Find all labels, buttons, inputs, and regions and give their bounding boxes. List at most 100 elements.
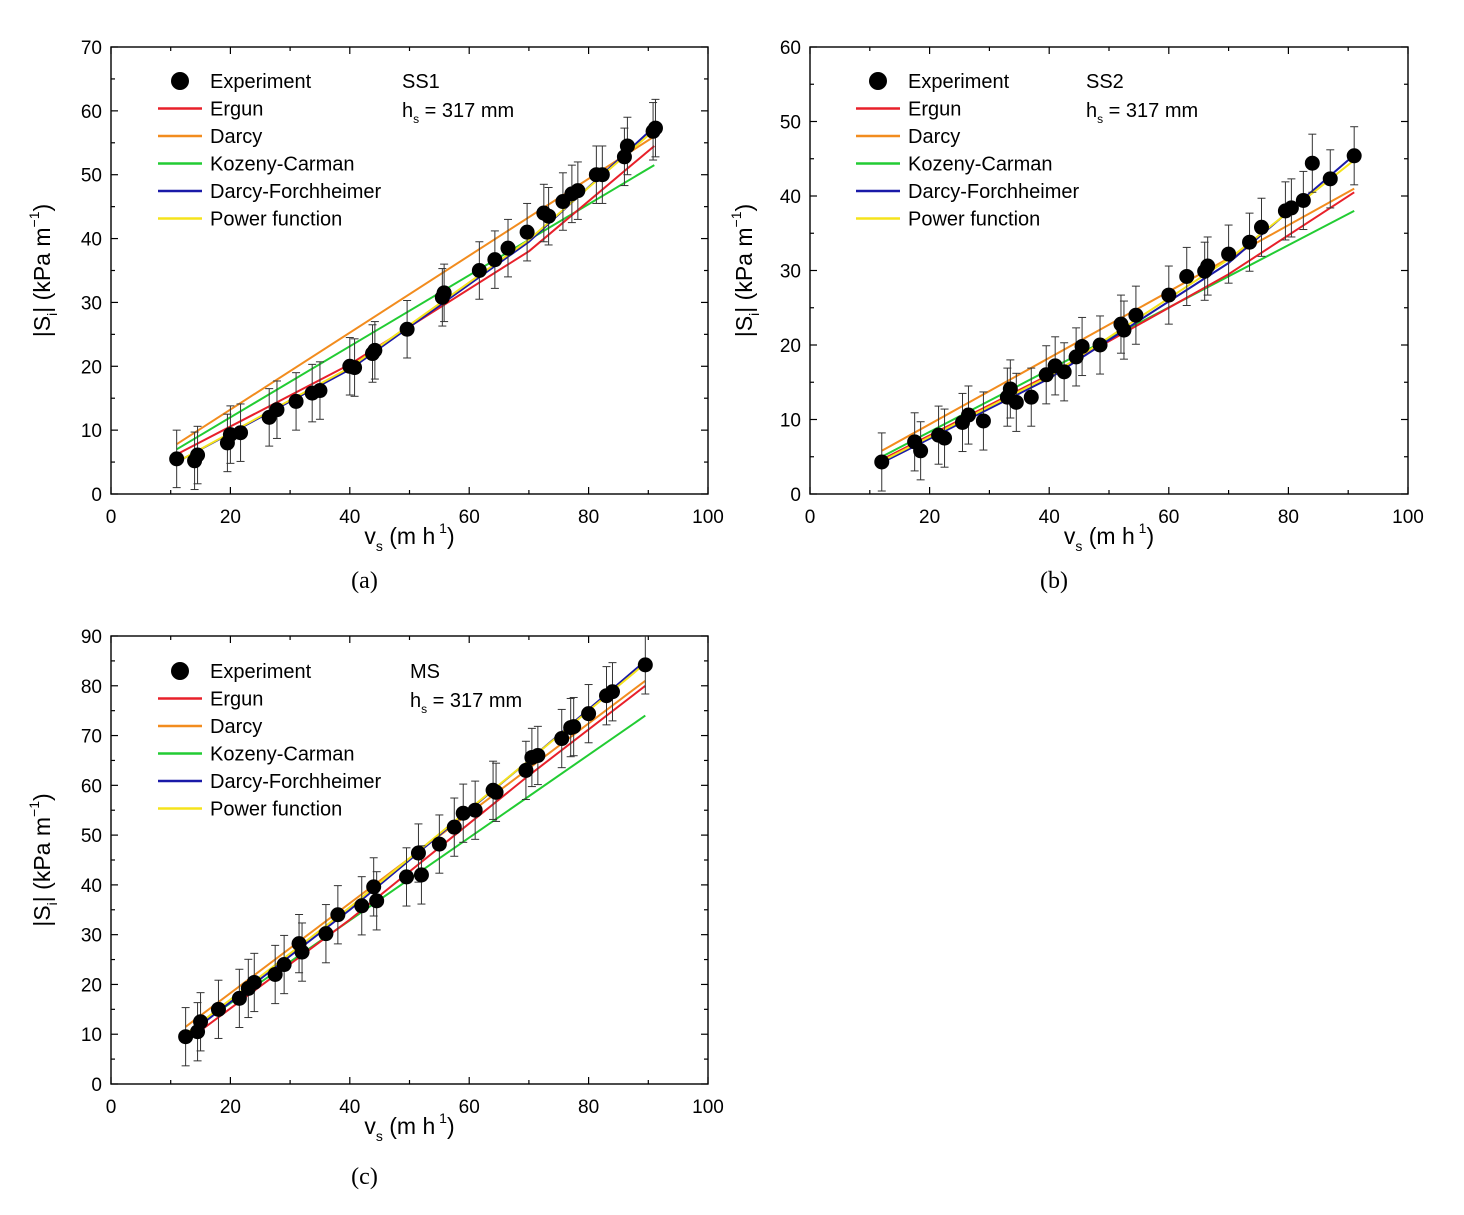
data-point <box>1116 322 1132 338</box>
y-axis-label: |Si| (kPa m−1) <box>26 793 60 926</box>
panel-label: (a) <box>351 568 378 594</box>
y-tick-label: 60 <box>81 776 102 797</box>
data-point <box>269 402 285 418</box>
x-tick-label: 80 <box>1278 507 1299 528</box>
data-point <box>604 684 620 700</box>
y-tick-label: 70 <box>81 38 102 59</box>
sample-label: SS2 <box>1086 71 1124 93</box>
data-point <box>288 393 304 409</box>
y-tick-label: 20 <box>81 357 102 378</box>
y-tick-label: 20 <box>780 336 801 357</box>
x-tick-label: 40 <box>339 1097 360 1118</box>
data-point <box>366 879 382 895</box>
y-tick-label: 30 <box>81 293 102 314</box>
legend-label: Darcy-Forchheimer <box>210 181 381 203</box>
y-tick-label: 50 <box>780 113 801 134</box>
chart-panel-a: 0 20 40 60 80 100 0 10 20 30 40 50 60 70 Experiment Erg… <box>26 38 724 594</box>
data-point <box>519 224 535 240</box>
data-point <box>1253 219 1269 235</box>
data-point <box>874 454 890 470</box>
data-point <box>169 451 185 467</box>
y-tick-label: 10 <box>81 421 102 442</box>
data-point <box>1056 364 1072 380</box>
chart-panel-c: 0 20 40 60 80 100 0 10 20 30 40 50 60 70 80 90 Experimen… <box>26 627 724 1190</box>
data-point <box>647 120 663 136</box>
data-point <box>637 657 653 673</box>
legend-label: Kozeny-Carman <box>908 154 1053 176</box>
data-point <box>455 805 471 821</box>
data-point <box>436 285 452 301</box>
x-tick-label: 40 <box>1039 507 1060 528</box>
series-line-darcy-forchheimer <box>176 126 655 463</box>
y-tick-label: 50 <box>81 166 102 187</box>
legend-label: Experiment <box>908 71 1010 93</box>
data-point <box>619 138 635 154</box>
y-tick-label: 50 <box>81 826 102 847</box>
x-tick-label: 80 <box>578 1097 599 1118</box>
legend-label: Experiment <box>210 661 312 683</box>
x-tick-label: 0 <box>805 507 816 528</box>
x-tick-label: 80 <box>578 507 599 528</box>
x-axis-label: vs (m h 1) <box>364 1110 454 1144</box>
data-point <box>369 893 385 909</box>
y-tick-label: 90 <box>81 627 102 648</box>
data-point <box>267 966 283 982</box>
data-point <box>413 867 429 883</box>
panel-label: (c) <box>351 1164 378 1190</box>
y-axis-label: |Si| (kPa m−1) <box>26 204 60 337</box>
x-tick-label: 0 <box>106 1097 117 1118</box>
data-point <box>488 784 504 800</box>
data-point <box>1221 246 1237 262</box>
data-point <box>1346 148 1362 164</box>
data-point <box>530 747 546 763</box>
legend-marker-experiment <box>869 72 887 90</box>
x-axis-label: vs (m h 1) <box>1064 520 1154 554</box>
x-tick-label: 60 <box>1158 507 1179 528</box>
data-point <box>210 1001 226 1017</box>
y-tick-label: 80 <box>81 677 102 698</box>
chart-panel-b: 0 20 40 60 80 100 0 10 20 30 40 50 60 Experiment Ergun… <box>728 38 1424 594</box>
legend-label: Kozeny-Carman <box>210 154 355 176</box>
data-point <box>1128 307 1144 323</box>
x-tick-label: 40 <box>339 507 360 528</box>
data-point <box>1283 200 1299 216</box>
legend-label: Darcy-Forchheimer <box>908 181 1079 203</box>
y-tick-label: 60 <box>780 38 801 59</box>
x-tick-label: 100 <box>692 507 724 528</box>
data-point <box>367 342 383 358</box>
data-point <box>1295 192 1311 208</box>
data-point <box>570 183 586 199</box>
legend-label: Darcy <box>908 126 960 148</box>
data-point <box>1179 268 1195 284</box>
data-point <box>500 240 516 256</box>
x-tick-label: 20 <box>220 507 241 528</box>
data-point <box>937 430 953 446</box>
legend-label: Ergun <box>908 99 961 121</box>
data-point <box>193 1014 209 1030</box>
x-tick-label: 100 <box>692 1097 724 1118</box>
data-point <box>399 321 415 337</box>
x-tick-label: 20 <box>919 507 940 528</box>
data-point <box>1092 337 1108 353</box>
y-tick-label: 30 <box>81 926 102 947</box>
data-point <box>330 907 346 923</box>
legend-marker-experiment <box>171 72 189 90</box>
y-tick-label: 10 <box>780 411 801 432</box>
legend-label: Ergun <box>210 99 263 121</box>
y-tick-label: 40 <box>81 230 102 251</box>
data-point <box>541 208 557 224</box>
x-tick-label: 60 <box>459 507 480 528</box>
data-point <box>913 443 929 459</box>
y-tick-label: 40 <box>81 876 102 897</box>
y-tick-label: 20 <box>81 975 102 996</box>
data-point <box>399 869 415 885</box>
legend-label: Experiment <box>210 71 312 93</box>
legend-label: Ergun <box>210 689 263 711</box>
x-tick-label: 100 <box>1392 507 1424 528</box>
y-tick-label: 0 <box>790 485 801 506</box>
data-point <box>246 974 262 990</box>
data-point <box>276 957 292 973</box>
legend-label: Darcy <box>210 716 262 738</box>
data-point <box>960 407 976 423</box>
